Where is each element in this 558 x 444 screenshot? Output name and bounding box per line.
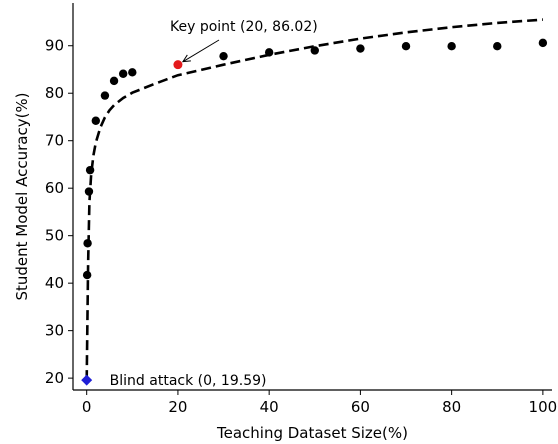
data-point xyxy=(118,69,128,78)
blind-attack-annotation: Blind attack (0, 19.59) xyxy=(110,373,267,389)
data-point xyxy=(91,116,101,125)
data-point xyxy=(109,76,119,86)
y-tick-label: 70 xyxy=(45,132,64,150)
x-ticks: 0 20 40 60 80 100 xyxy=(82,390,557,416)
data-point xyxy=(401,42,411,51)
y-ticks: 20 30 40 50 60 70 80 90 xyxy=(45,37,73,387)
data-point xyxy=(84,187,94,196)
data-point xyxy=(83,239,92,248)
data-point xyxy=(538,38,548,48)
y-tick-label: 60 xyxy=(45,179,64,197)
y-tick-label: 40 xyxy=(45,274,64,292)
key-point xyxy=(173,60,183,70)
highlight-points xyxy=(81,60,183,386)
x-axis-label: Teaching Dataset Size(%) xyxy=(216,424,408,442)
y-tick-label: 50 xyxy=(45,227,64,245)
y-tick-label: 80 xyxy=(45,84,64,102)
data-point xyxy=(128,68,137,77)
x-tick-label: 0 xyxy=(82,398,92,416)
data-point xyxy=(82,270,92,280)
y-axis-label: Student Model Accuracy(%) xyxy=(13,92,31,300)
data-point xyxy=(447,42,456,51)
x-tick-label: 80 xyxy=(442,398,461,416)
data-points xyxy=(82,38,548,280)
data-point xyxy=(264,48,274,57)
annotations: Key point (20, 86.02) Blind attack (0, 1… xyxy=(110,19,318,389)
data-point xyxy=(356,44,365,53)
blind-attack-point xyxy=(81,374,93,386)
key-point-annotation: Key point (20, 86.02) xyxy=(170,19,318,35)
fit-curve xyxy=(85,18,543,381)
key-point-arrow-head xyxy=(181,54,191,63)
y-tick-label: 30 xyxy=(45,322,64,340)
axes xyxy=(72,3,552,391)
data-point xyxy=(493,42,502,51)
data-point xyxy=(85,165,95,175)
x-tick-label: 20 xyxy=(168,398,187,416)
key-point-arrow xyxy=(182,39,220,63)
x-tick-label: 60 xyxy=(351,398,370,416)
data-point xyxy=(100,91,110,100)
x-tick-label: 40 xyxy=(260,398,279,416)
data-point xyxy=(310,46,319,55)
y-tick-label: 20 xyxy=(45,369,64,387)
data-point xyxy=(219,51,228,61)
y-tick-label: 90 xyxy=(45,37,64,55)
x-tick-label: 100 xyxy=(529,398,558,416)
